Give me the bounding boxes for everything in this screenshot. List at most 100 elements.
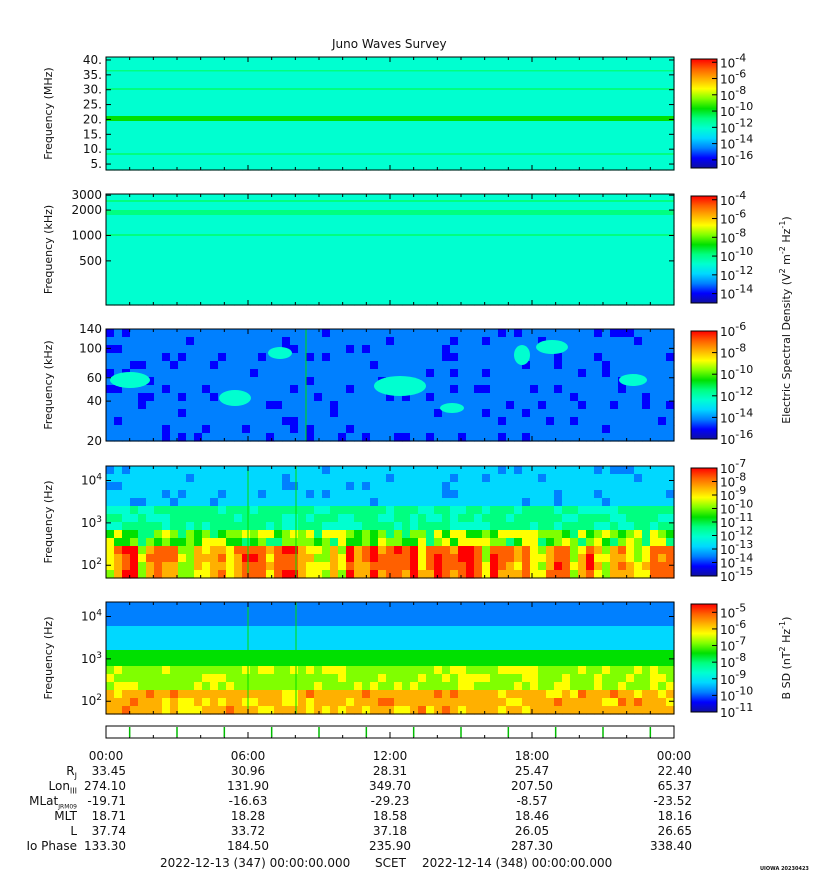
spectrogram-cell — [170, 618, 179, 627]
spectrogram-cell — [338, 433, 347, 442]
spectrogram-cell — [306, 674, 315, 683]
spectrogram-cell — [602, 466, 611, 475]
spectrogram-cell — [594, 498, 603, 507]
spectrogram-cell — [114, 81, 123, 90]
spectrogram-cell — [314, 666, 323, 675]
spectrogram-cell — [170, 706, 179, 715]
spectrogram-cell — [138, 602, 147, 611]
spectrogram-cell — [274, 385, 283, 394]
spectrogram-cell — [322, 674, 331, 683]
spectrogram-cell — [458, 257, 467, 266]
spectrogram-cell — [322, 538, 331, 547]
spectrogram-cell — [242, 698, 251, 707]
spectrogram-cell — [226, 161, 235, 171]
spectrogram-cell — [498, 194, 507, 203]
spectrogram-cell — [330, 337, 339, 346]
spectrogram-cell — [314, 57, 323, 66]
spectrogram-cell — [194, 233, 203, 243]
spectrogram-cell — [282, 201, 291, 211]
spectrogram-cell — [650, 241, 659, 251]
spectrogram-cell — [290, 265, 299, 274]
spectrogram-cell — [634, 433, 643, 442]
spectrogram-cell — [226, 89, 235, 98]
spectrogram-cell — [194, 337, 203, 346]
spectrogram-cell — [602, 353, 611, 362]
spectrogram-cell — [506, 161, 515, 171]
spectrogram-cell — [378, 265, 387, 274]
spectrogram-cell — [658, 57, 667, 66]
spectrogram-cell — [130, 666, 139, 675]
spectrogram-cell — [258, 474, 267, 483]
spectrogram-cell — [370, 361, 379, 370]
spectrogram-cell — [178, 610, 187, 619]
spectrogram-cell — [650, 482, 659, 491]
spectrogram-cell — [570, 265, 579, 274]
spectrogram-cell — [258, 417, 267, 426]
spectrogram-cell — [226, 522, 235, 531]
spectrogram-cell — [410, 498, 419, 507]
spectrogram-cell — [354, 337, 363, 346]
spectrogram-cell — [618, 466, 627, 475]
spectrogram-cell — [618, 393, 627, 402]
spectrogram-cell — [186, 546, 195, 555]
spectrogram-cell — [498, 393, 507, 402]
spectrogram-cell — [458, 81, 467, 90]
spectrogram-cell — [418, 201, 427, 211]
spectrogram-cell — [178, 514, 187, 523]
spectrogram-cell — [242, 241, 251, 251]
spectrogram-cell — [562, 105, 571, 115]
spectrogram-cell — [346, 129, 355, 139]
spectrogram-cell — [426, 482, 435, 491]
spectrogram-cell — [378, 145, 387, 155]
spectrogram-cell — [314, 345, 323, 354]
emission-blob — [268, 347, 292, 359]
spectrogram-cell — [234, 345, 243, 354]
spectrogram-cell — [138, 161, 147, 171]
spectrogram-cell — [106, 618, 115, 627]
spectrogram-cell — [186, 105, 195, 115]
spectrogram-cell — [218, 425, 227, 434]
spectrogram-cell — [234, 538, 243, 547]
spectrogram-cell — [322, 666, 331, 675]
spectrogram-cell — [290, 89, 299, 98]
spectrogram-cell — [194, 626, 203, 635]
spectrogram-cell — [538, 273, 547, 282]
spectrogram-cell — [250, 377, 259, 386]
spectrogram-cell — [562, 217, 571, 227]
spectrogram-cell — [386, 546, 395, 555]
spectrogram-cell — [578, 249, 587, 259]
spectrogram-cell — [202, 65, 211, 74]
spectrogram-cell — [394, 73, 403, 82]
spectrogram-cell — [562, 89, 571, 98]
spectrogram-cell — [274, 153, 283, 163]
spectrogram-cell — [154, 241, 163, 251]
spectrogram-cell — [466, 337, 475, 346]
spectrogram-cell — [610, 273, 619, 282]
spectrogram-cell — [370, 345, 379, 354]
spectrogram-cell — [594, 297, 603, 306]
spectrogram-cell — [522, 65, 531, 74]
spectrogram-cell — [434, 153, 443, 163]
spectrogram-cell — [322, 506, 331, 515]
spectrogram-cell — [306, 498, 315, 507]
spectrogram-cell — [130, 161, 139, 171]
colorbar-tick-label: 10-9 — [720, 484, 746, 503]
spectrogram-cell — [346, 89, 355, 98]
spectrogram-cell — [418, 674, 427, 683]
spectrogram-cell — [218, 433, 227, 442]
spectrogram-cell — [434, 161, 443, 171]
spectrogram-cell — [194, 353, 203, 362]
spectrogram-cell — [114, 401, 123, 410]
spectrogram-cell — [266, 642, 275, 651]
spectrogram-cell — [570, 474, 579, 483]
spectrogram-cell — [298, 137, 307, 147]
spectrogram-cell — [562, 281, 571, 290]
spectrogram-cell — [146, 337, 155, 346]
spectrogram-cell — [234, 145, 243, 155]
spectrogram-cell — [274, 73, 283, 82]
spectrogram-cell — [626, 562, 635, 571]
spectrogram-cell — [450, 225, 459, 235]
spectrogram-cell — [194, 281, 203, 290]
spectrogram-cell — [314, 433, 323, 442]
spectrogram-cell — [170, 626, 179, 635]
